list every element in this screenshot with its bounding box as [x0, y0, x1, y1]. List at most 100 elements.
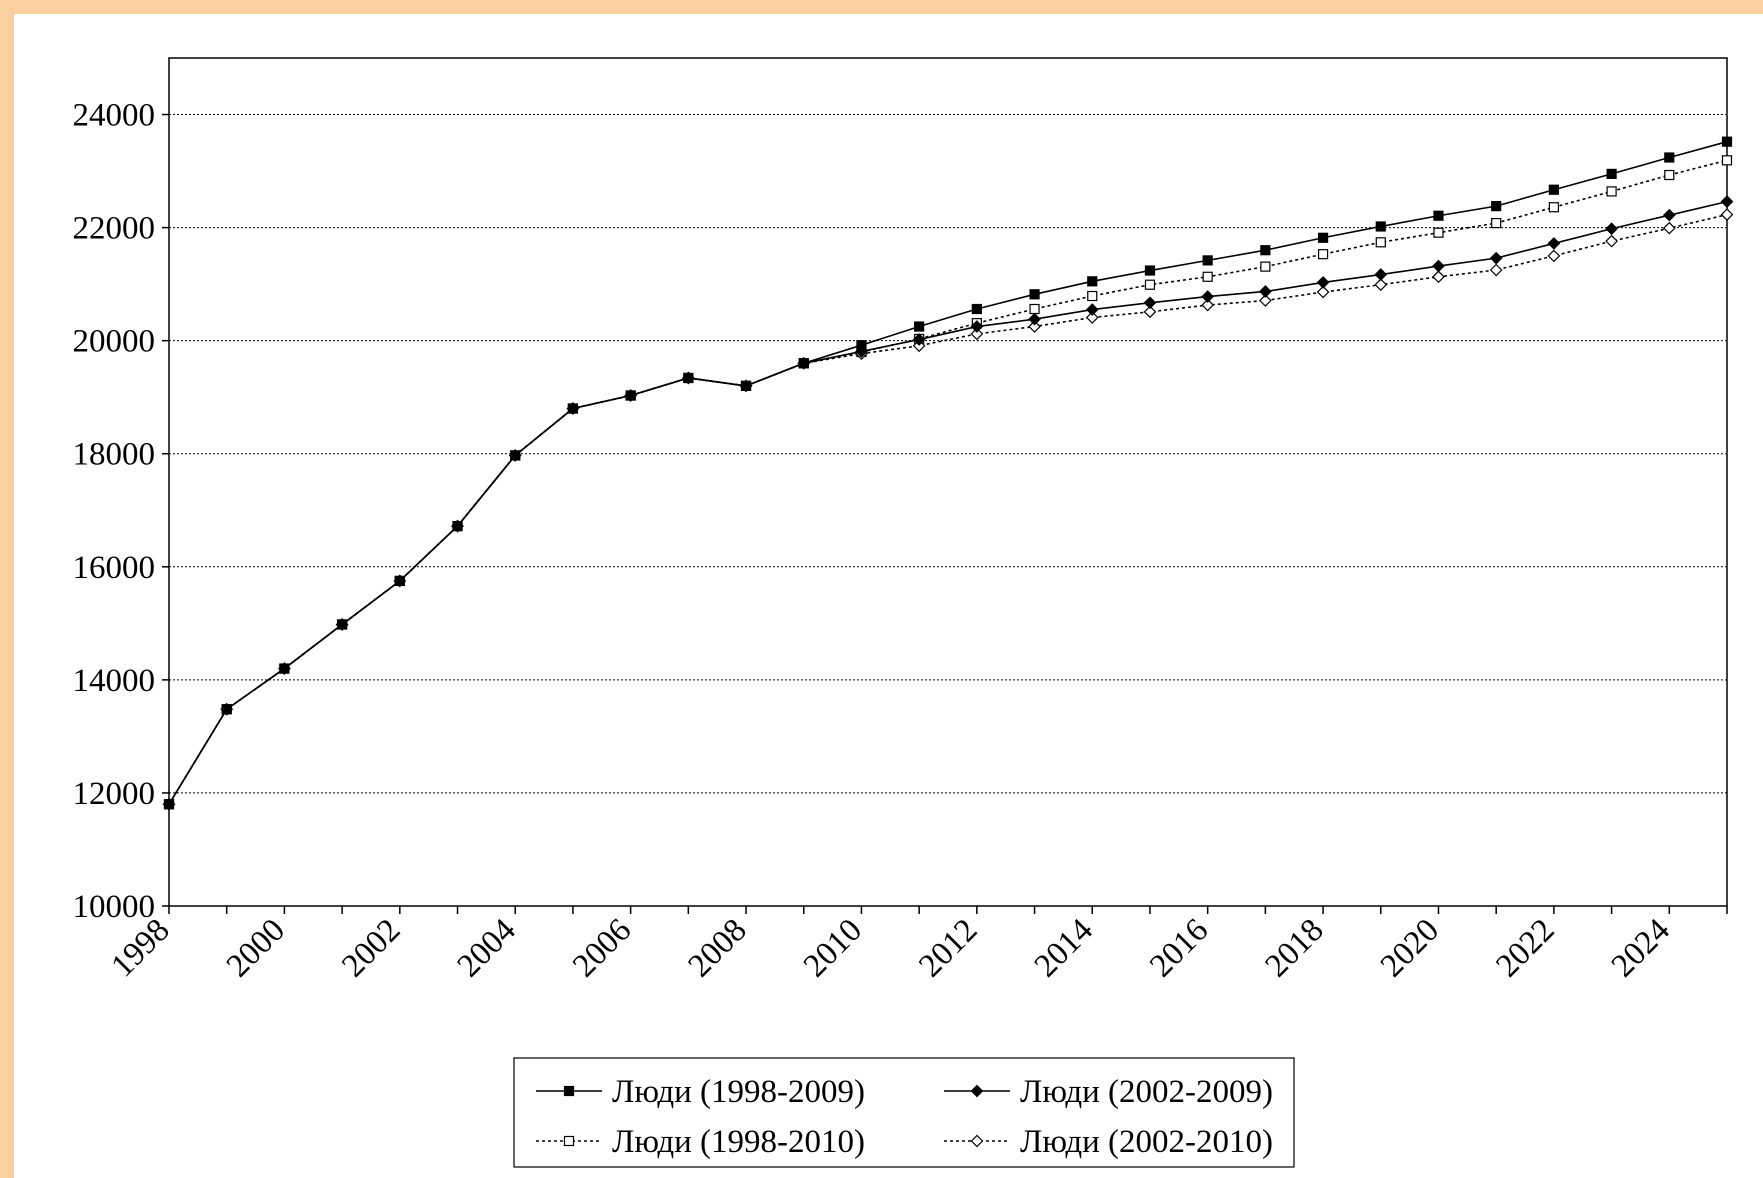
x-tick-label: 2010 [797, 912, 869, 984]
data-point [508, 449, 522, 462]
x-tick-label: 2006 [566, 912, 638, 984]
y-tick-label: 18000 [73, 437, 156, 473]
data-point [1606, 168, 1617, 179]
data-point [914, 321, 925, 332]
y-tick-label: 10000 [73, 889, 156, 925]
data-point [1605, 222, 1618, 236]
data-point [1489, 263, 1503, 277]
data-point [1316, 276, 1330, 289]
legend-label: Люди (2002-2009) [1020, 1074, 1273, 1110]
data-point [1491, 217, 1502, 229]
data-point [1202, 255, 1213, 266]
y-tick-labels: 10000 12000 14000 16000 18000 20000 22000 24000 [73, 98, 156, 925]
x-tick-label: 2024 [1605, 912, 1677, 984]
data-point [393, 574, 407, 588]
data-point [1143, 296, 1157, 310]
data-point [1202, 271, 1213, 282]
y-tick-label: 22000 [73, 211, 156, 247]
data-point [1606, 186, 1617, 197]
data-point [1489, 251, 1503, 265]
data-point [1720, 195, 1734, 208]
data-point [1720, 208, 1734, 221]
data-point [970, 327, 984, 341]
data-point [1721, 136, 1733, 147]
data-point [1259, 294, 1272, 307]
y-tick-label: 12000 [73, 776, 156, 812]
data-point [855, 345, 868, 358]
x-tick-label: 2002 [335, 912, 407, 984]
data-point [1087, 276, 1098, 287]
legend-swatch-marker [563, 1085, 575, 1097]
x-tick-label: 2008 [682, 912, 754, 984]
data-point [1144, 279, 1156, 290]
chart-frame: 10000 12000 14000 16000 18000 20000 22000 24000… [14, 14, 1763, 1178]
x-tick-label: 2022 [1489, 912, 1561, 984]
y-tick-label: 20000 [73, 324, 156, 360]
data-point [1259, 285, 1272, 298]
x-tick-label: 2018 [1259, 912, 1331, 984]
gridlines [169, 114, 1727, 794]
data-point [1317, 249, 1329, 260]
data-point [1662, 208, 1676, 222]
data-point [912, 333, 926, 346]
data-point [1433, 227, 1444, 238]
data-point [1375, 221, 1386, 232]
data-point [1664, 152, 1675, 163]
data-point [1144, 265, 1156, 276]
data-point [797, 356, 811, 370]
data-point [220, 702, 234, 716]
data-point [1085, 311, 1099, 324]
data-point [1664, 169, 1675, 181]
data-point [1028, 312, 1041, 326]
legend: Люди (1998-2009) Люди (2002-2009) Люди (19… [513, 1057, 1295, 1168]
data-point [1374, 278, 1388, 292]
data-point [624, 389, 637, 402]
data-point [1316, 285, 1330, 299]
data-point [1374, 268, 1388, 281]
data-point [162, 797, 176, 811]
data-point [1548, 184, 1559, 195]
data-point [1491, 201, 1502, 212]
data-point [1028, 320, 1041, 333]
legend-label: Люди (1998-2010) [612, 1124, 865, 1160]
y-tick-label: 14000 [73, 663, 156, 699]
data-point [1260, 245, 1271, 256]
y-tick-label: 16000 [73, 550, 156, 586]
legend-label: Люди (1998-2009) [612, 1074, 865, 1110]
data-point [1201, 290, 1215, 303]
data-point [1143, 305, 1157, 319]
series-line [168, 200, 1728, 805]
data-point [1605, 234, 1618, 248]
x-tick-label: 2014 [1028, 912, 1100, 984]
legend-swatch-marker [970, 1084, 984, 1098]
data-point [1547, 237, 1561, 250]
data-point [451, 519, 464, 533]
data-point [1087, 290, 1098, 302]
data-point [1721, 155, 1733, 166]
data-point [1029, 289, 1040, 300]
x-tick-label: 2004 [451, 912, 523, 984]
plot-area-frame [168, 57, 1728, 907]
data-point [1029, 303, 1040, 315]
data-point [1433, 210, 1444, 221]
x-tick-label: 2012 [912, 912, 984, 984]
y-tick-label: 24000 [73, 98, 156, 134]
data-point [739, 379, 753, 393]
data-point [1662, 221, 1676, 235]
data-point [1432, 259, 1445, 273]
legend-box [513, 1057, 1295, 1168]
data-point [681, 371, 695, 385]
data-point [1260, 261, 1271, 272]
data-point [1547, 249, 1561, 263]
series-line [168, 140, 1728, 805]
series [162, 136, 1734, 811]
data-point [335, 618, 349, 631]
data-point [1375, 237, 1386, 248]
data-point [1201, 298, 1215, 312]
legend-swatch-marker [563, 1135, 575, 1147]
x-tick-labels: 1998 2000 2002 2004 2006 2008 2010 2012 2014 2016… [105, 912, 1677, 984]
legend-label: Люди (2002-2010) [1020, 1124, 1273, 1160]
data-point [278, 662, 291, 675]
data-point [1548, 202, 1559, 213]
axes [162, 57, 1728, 914]
